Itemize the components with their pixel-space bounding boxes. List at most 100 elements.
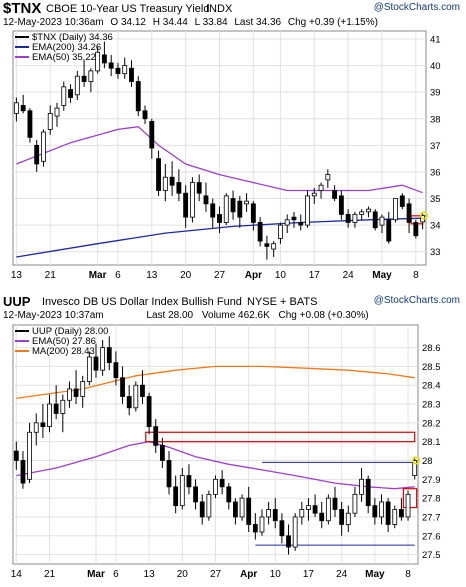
uup-title: Invesco DB US Dollar Index Bullish Fund xyxy=(42,296,242,308)
uup-legend: UUP (Daily) 28.00 EMA(50) 27.86 MA(200) … xyxy=(15,327,108,357)
tnx-candle-body xyxy=(379,216,385,226)
uup-candle-body xyxy=(233,501,238,518)
tnx-candle-body xyxy=(108,62,114,69)
tnx-ema50-line xyxy=(16,126,423,194)
uup-y-tick-label: 27.7 xyxy=(422,512,441,523)
uup-candle xyxy=(325,494,331,525)
uup-candle-body xyxy=(60,399,66,414)
tnx-candle-body xyxy=(156,158,161,191)
tnx-candle xyxy=(379,214,385,234)
uup-candle-body xyxy=(206,493,212,518)
tnx-x-tick-label: 10 xyxy=(275,270,287,281)
tnx-candle xyxy=(278,222,283,244)
uup-candle xyxy=(359,468,364,502)
uup-candle-body xyxy=(27,431,32,480)
tnx-candle xyxy=(101,41,107,69)
uup-candle xyxy=(106,336,112,371)
tnx-candle xyxy=(189,177,195,223)
uup-candle-body xyxy=(392,509,398,525)
tnx-candle-body xyxy=(338,195,344,215)
uup-candle xyxy=(199,494,205,525)
uup-candle-body xyxy=(325,497,331,522)
uup-candle xyxy=(40,404,46,438)
tnx-candle-body xyxy=(237,200,243,218)
uup-candle xyxy=(339,501,345,536)
tnx-candle-body xyxy=(20,105,26,112)
uup-candle-body xyxy=(239,497,245,518)
tnx-candle-body xyxy=(115,67,121,74)
tnx-quote-line: 12-May-2023 10:36am O 34.12 H 34.44 L 33… xyxy=(3,17,378,28)
uup-candle-body xyxy=(106,347,112,364)
uup-candle xyxy=(100,340,106,376)
uup-x-tick-label: 20 xyxy=(177,569,189,580)
stockcharts-logo-2[interactable]: @StockCharts.com xyxy=(373,295,460,306)
tnx-candle xyxy=(352,211,358,228)
uup-candle xyxy=(60,394,66,433)
tnx-y-tick-label: 37 xyxy=(430,141,441,152)
tnx-candle-body xyxy=(122,65,128,74)
tnx-candle-body xyxy=(298,222,304,226)
tnx-candle-body xyxy=(203,195,209,205)
uup-y-tick-label: 28.2 xyxy=(422,418,441,429)
uup-candle-body xyxy=(272,509,278,522)
uup-legend-price: UUP (Daily) 28.00 xyxy=(15,327,108,337)
tnx-candle-body xyxy=(47,113,53,130)
tnx-candle xyxy=(250,201,256,231)
uup-candle xyxy=(272,498,278,529)
uup-y-tick-label: 28.4 xyxy=(422,381,441,392)
uup-highlight-box xyxy=(145,431,416,443)
uup-candle xyxy=(292,513,298,551)
uup-candle-body xyxy=(286,535,291,548)
tnx-candle xyxy=(318,182,324,199)
uup-candle-body xyxy=(252,524,258,533)
tnx-candle xyxy=(372,209,378,231)
uup-candle xyxy=(166,451,172,495)
tnx-candle-body xyxy=(129,67,134,82)
tnx-candle xyxy=(393,198,398,223)
uup-y-tick-label: 27.8 xyxy=(422,494,441,505)
uup-y-tick-label: 28.5 xyxy=(422,362,441,373)
tnx-candle xyxy=(311,187,317,204)
uup-candle xyxy=(206,490,212,521)
tnx-candle xyxy=(142,105,148,125)
uup-candle-body xyxy=(126,396,132,409)
tnx-candle-body xyxy=(95,51,101,72)
uup-symbol: UUP xyxy=(3,294,31,309)
uup-candle-body xyxy=(20,460,26,484)
uup-legend-ema50: EMA(50) 27.86 xyxy=(15,337,108,347)
tnx-candle-body xyxy=(359,211,365,215)
tnx-candle xyxy=(68,84,73,103)
uup-candle xyxy=(126,385,132,416)
uup-candle-body xyxy=(352,493,358,514)
tnx-x-tick-label: 17 xyxy=(309,270,321,281)
tnx-candle xyxy=(34,140,40,172)
tnx-candle xyxy=(298,214,304,231)
uup-candle-body xyxy=(385,501,391,525)
uup-candle xyxy=(47,394,52,433)
tnx-candle-body xyxy=(332,190,338,199)
tnx-candle xyxy=(271,241,277,258)
tnx-candle xyxy=(156,150,161,196)
tnx-change: Chg +0.39 (+1.15%) xyxy=(287,17,378,28)
uup-x-tick-label: Apr xyxy=(240,569,257,580)
uup-candle-body xyxy=(213,478,218,495)
tnx-candle-body xyxy=(311,192,317,197)
uup-x-tick-label: 13 xyxy=(144,569,156,580)
uup-candle-body xyxy=(359,478,364,495)
uup-candle-body xyxy=(379,501,384,518)
uup-legend-ma200: MA(200) 28.43 xyxy=(15,347,108,357)
tnx-candle-body xyxy=(54,107,60,117)
tnx-x-tick-label: 8 xyxy=(413,270,419,281)
tnx-candle-body xyxy=(305,195,310,226)
uup-candle-body xyxy=(47,403,52,428)
uup-candle xyxy=(120,366,125,405)
uup-header: UUP Invesco DB US Dollar Index Bullish F… xyxy=(0,293,466,324)
uup-candle xyxy=(385,498,391,533)
stockcharts-logo[interactable]: @StockCharts.com xyxy=(373,2,460,13)
tnx-candle-body xyxy=(61,86,67,106)
uup-candle xyxy=(20,451,26,489)
tnx-candle xyxy=(74,70,80,101)
uup-candle xyxy=(332,486,338,517)
uup-candle xyxy=(219,469,225,495)
tnx-x-tick-label: 13 xyxy=(146,270,158,281)
